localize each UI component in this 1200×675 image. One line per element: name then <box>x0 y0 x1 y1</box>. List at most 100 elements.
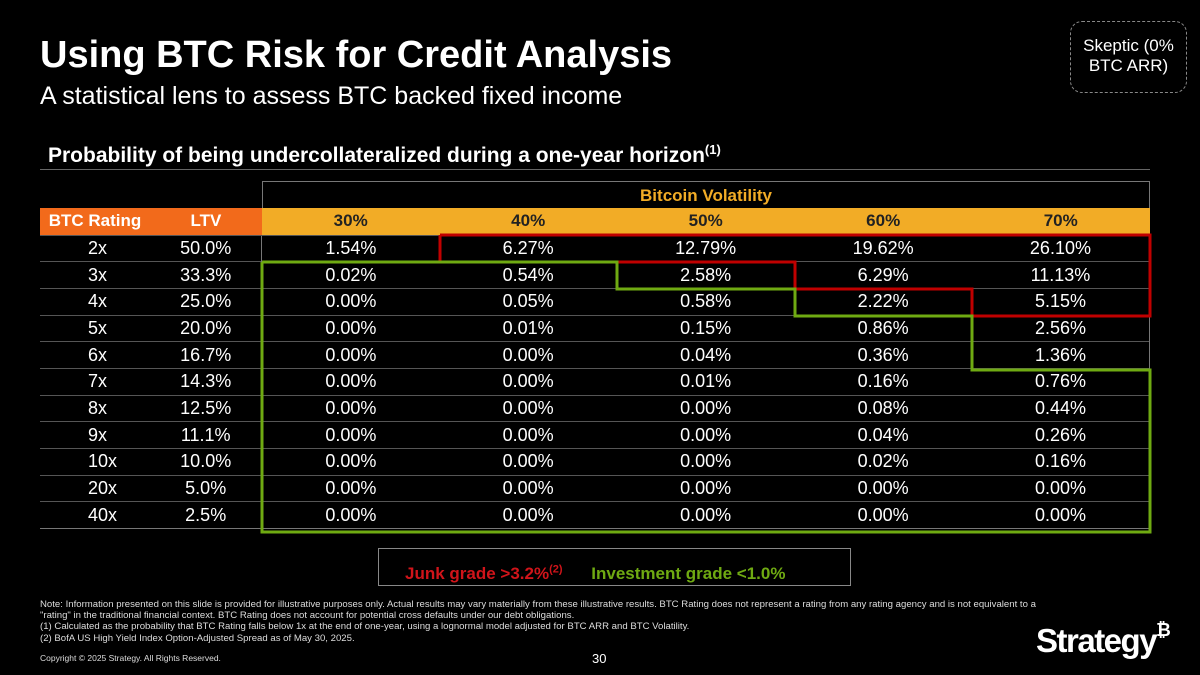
ltv-cell: 10.0% <box>149 448 262 476</box>
grade-legend: Junk grade >3.2%(2) Investment grade <1.… <box>378 548 851 586</box>
table-row: 4x 25.0% 0.00% 0.05% 0.58% 2.22% 5.15% <box>40 287 1150 316</box>
ltv-cell: 14.3% <box>149 367 262 396</box>
probability-cell: 0.16% <box>971 448 1150 476</box>
probability-cell: 0.00% <box>439 421 617 449</box>
probability-cell: 0.02% <box>261 261 440 289</box>
probability-cell: 0.05% <box>439 287 617 316</box>
page-title: Using BTC Risk for Credit Analysis <box>40 34 673 76</box>
btc-rating-cell: 40x <box>40 501 150 530</box>
btc-rating-cell: 7x <box>40 367 150 396</box>
page-number: 30 <box>592 651 607 666</box>
probability-cell: 0.00% <box>439 394 617 422</box>
probability-cell: 0.36% <box>794 341 972 369</box>
probability-cell: 0.00% <box>616 501 795 530</box>
table-row: 9x 11.1% 0.00% 0.00% 0.00% 0.04% 0.26% <box>40 421 1150 449</box>
ltv-cell: 16.7% <box>149 341 262 369</box>
probability-cell: 0.15% <box>616 314 795 342</box>
probability-cell: 0.00% <box>971 501 1150 530</box>
legend-junk-grade: Junk grade >3.2%(2) <box>405 563 563 583</box>
column-header: BTC Rating <box>40 208 150 235</box>
probability-cell: 0.16% <box>794 367 972 396</box>
probability-cell: 0.00% <box>261 314 440 342</box>
column-header: 30% <box>261 208 440 235</box>
probability-cell: 0.00% <box>794 501 972 530</box>
probability-cell: 0.00% <box>261 341 440 369</box>
probability-cell: 0.00% <box>616 421 795 449</box>
btc-rating-cell: 8x <box>40 394 150 422</box>
section-divider <box>40 169 1150 170</box>
probability-cell: 0.26% <box>971 421 1150 449</box>
section-title: Probability of being undercollateralized… <box>48 142 721 168</box>
probability-cell: 0.44% <box>971 394 1150 422</box>
table-row: 20x 5.0% 0.00% 0.00% 0.00% 0.00% 0.00% <box>40 474 1150 502</box>
legend-junk-footnote: (2) <box>549 563 563 575</box>
probability-cell: 0.00% <box>439 367 617 396</box>
column-header: 50% <box>616 208 795 235</box>
probability-cell: 26.10% <box>971 234 1150 262</box>
strategy-logo: Strategy₿ <box>1036 620 1171 660</box>
table-row: 40x 2.5% 0.00% 0.00% 0.00% 0.00% 0.00% <box>40 501 1150 530</box>
ltv-cell: 33.3% <box>149 261 262 289</box>
probability-cell: 0.00% <box>261 394 440 422</box>
note-2: (2) BofA US High Yield Index Option-Adju… <box>40 632 355 644</box>
table-row: 10x 10.0% 0.00% 0.00% 0.00% 0.02% 0.16% <box>40 448 1150 476</box>
ltv-cell: 12.5% <box>149 394 262 422</box>
column-header: 70% <box>971 208 1150 235</box>
scenario-badge: Skeptic (0% BTC ARR) <box>1070 21 1187 93</box>
probability-cell: 19.62% <box>794 234 972 262</box>
probability-cell: 0.00% <box>261 367 440 396</box>
bitcoin-mark-icon: ₿ <box>1156 620 1171 640</box>
btc-rating-cell: 20x <box>40 474 150 502</box>
ltv-cell: 5.0% <box>149 474 262 502</box>
probability-cell: 2.58% <box>616 261 795 289</box>
probability-cell: 0.01% <box>616 367 795 396</box>
note-1: (1) Calculated as the probability that B… <box>40 621 690 633</box>
probability-cell: 1.36% <box>971 341 1150 369</box>
probability-cell: 0.00% <box>261 421 440 449</box>
probability-cell: 0.00% <box>616 448 795 476</box>
probability-cell: 0.00% <box>261 448 440 476</box>
probability-cell: 0.00% <box>439 448 617 476</box>
table-row: 7x 14.3% 0.00% 0.00% 0.01% 0.16% 0.76% <box>40 367 1150 396</box>
probability-cell: 0.08% <box>794 394 972 422</box>
probability-cell: 6.29% <box>794 261 972 289</box>
table-row: 2x 50.0% 1.54% 6.27% 12.79% 19.62% 26.10% <box>40 234 1150 262</box>
btc-rating-cell: 5x <box>40 314 150 342</box>
probability-cell: 0.00% <box>616 474 795 502</box>
table-row: 6x 16.7% 0.00% 0.00% 0.04% 0.36% 1.36% <box>40 341 1150 369</box>
ltv-cell: 2.5% <box>149 501 262 530</box>
btc-rating-cell: 9x <box>40 421 150 449</box>
probability-cell: 0.04% <box>794 421 972 449</box>
column-header: 40% <box>439 208 617 235</box>
copyright: Copyright © 2025 Strategy. All Rights Re… <box>40 653 221 663</box>
probability-cell: 0.00% <box>439 501 617 530</box>
probability-cell: 2.56% <box>971 314 1150 342</box>
probability-cell: 0.54% <box>439 261 617 289</box>
probability-cell: 2.22% <box>794 287 972 316</box>
column-header: 60% <box>794 208 972 235</box>
probability-cell: 0.00% <box>971 474 1150 502</box>
page-subtitle: A statistical lens to assess BTC backed … <box>40 82 623 110</box>
probability-cell: 0.00% <box>261 501 440 530</box>
legend-junk-label: Junk grade >3.2% <box>405 563 550 583</box>
probability-cell: 0.76% <box>971 367 1150 396</box>
probability-cell: 0.00% <box>794 474 972 502</box>
table-header-row: BTC Rating LTV 30% 40% 50% 60% 70% <box>40 208 1150 235</box>
table-row: 3x 33.3% 0.02% 0.54% 2.58% 6.29% 11.13% <box>40 261 1150 289</box>
probability-cell: 0.00% <box>439 474 617 502</box>
logo-text: Strategy <box>1036 622 1158 659</box>
footnotes: Note: Information presented on this slid… <box>40 599 1040 644</box>
probability-cell: 0.04% <box>616 341 795 369</box>
probability-cell: 0.02% <box>794 448 972 476</box>
ltv-cell: 50.0% <box>149 234 262 262</box>
btc-rating-cell: 3x <box>40 261 150 289</box>
probability-cell: 1.54% <box>261 234 440 262</box>
probability-cell: 12.79% <box>616 234 795 262</box>
probability-cell: 5.15% <box>971 287 1150 316</box>
ltv-cell: 25.0% <box>149 287 262 316</box>
legend-investment-grade: Investment grade <1.0% <box>591 563 786 583</box>
probability-cell: 11.13% <box>971 261 1150 289</box>
probability-cell: 0.00% <box>616 394 795 422</box>
btc-rating-cell: 2x <box>40 234 150 262</box>
section-title-text: Probability of being undercollateralized… <box>48 144 705 167</box>
